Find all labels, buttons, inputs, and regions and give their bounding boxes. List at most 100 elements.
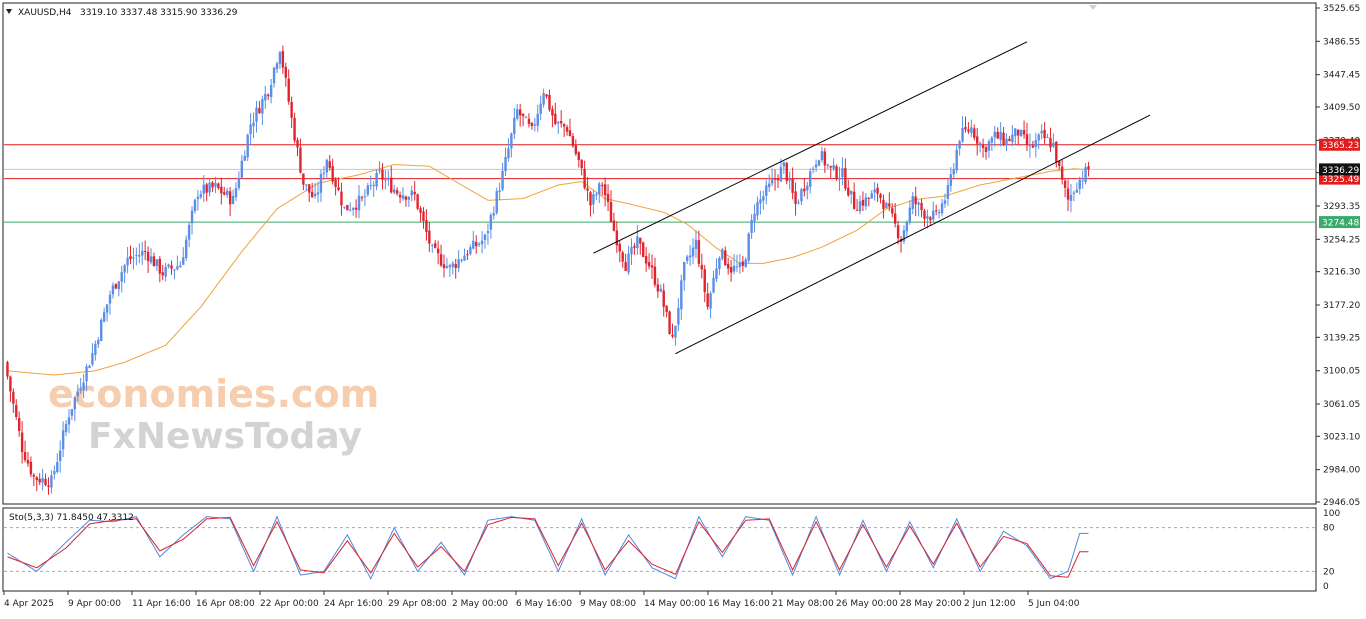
candle-body xyxy=(955,149,958,171)
candle-body xyxy=(776,178,780,181)
candle-body xyxy=(308,184,311,193)
candle-body xyxy=(864,197,868,207)
candle-body xyxy=(325,159,329,173)
price-tick-label: 3216.30 xyxy=(1323,268,1360,278)
candle-body xyxy=(220,186,223,194)
candle-body xyxy=(170,265,173,269)
candle-body xyxy=(741,261,745,266)
candle-body xyxy=(20,432,24,452)
trendline[interactable] xyxy=(675,114,1151,355)
candle-body xyxy=(85,366,88,382)
candle-body xyxy=(23,452,27,461)
stoch-signal-line xyxy=(7,516,1089,578)
candle-body xyxy=(252,122,255,127)
price-tick-label: 3409.50 xyxy=(1323,103,1360,113)
watermark-line2: FxNewsToday xyxy=(88,416,362,457)
scroll-marker-icon[interactable] xyxy=(1089,5,1097,10)
candle-body xyxy=(486,231,490,234)
candle-body xyxy=(767,183,771,188)
candle-body xyxy=(425,219,428,232)
candle-body xyxy=(685,256,689,262)
symbol-label: XAUUSD,H4 xyxy=(18,8,72,18)
candle-body xyxy=(750,220,753,233)
candle-body xyxy=(357,195,361,211)
candle-body xyxy=(94,343,97,355)
candle-body xyxy=(343,206,346,208)
candle-body xyxy=(448,265,452,268)
candle-body xyxy=(32,474,36,477)
time-tick-label: 29 Apr 08:00 xyxy=(388,599,447,609)
candle-body xyxy=(609,201,613,223)
time-tick-label: 28 May 20:00 xyxy=(900,599,962,609)
candle-body xyxy=(516,109,519,119)
candle-body xyxy=(870,193,873,199)
candle-body xyxy=(562,124,566,127)
candle-body xyxy=(603,184,607,196)
candle-body xyxy=(990,137,994,143)
candle-body xyxy=(129,256,132,260)
time-tick-label: 21 May 08:00 xyxy=(772,599,834,609)
candle-body xyxy=(756,202,759,216)
candle-body xyxy=(53,471,56,475)
candle-body xyxy=(934,210,938,212)
candle-body xyxy=(56,462,59,472)
candle-body xyxy=(231,196,235,204)
candle-body xyxy=(1058,161,1061,167)
candle-body xyxy=(891,208,894,214)
candle-body xyxy=(700,264,704,270)
candle-body xyxy=(445,266,449,268)
candle-body xyxy=(1002,132,1005,145)
candle-body xyxy=(1049,138,1052,148)
candle-body xyxy=(976,136,979,144)
candle-body xyxy=(568,130,572,137)
candle-body xyxy=(832,165,835,169)
price-tick-label: 3254.25 xyxy=(1323,235,1360,245)
candle-body xyxy=(917,202,920,205)
candle-body xyxy=(387,178,390,180)
candle-body xyxy=(697,240,701,264)
candle-body xyxy=(161,272,164,276)
candle-body xyxy=(612,220,616,231)
candle-body xyxy=(858,201,862,212)
candle-body xyxy=(302,173,305,185)
trendline[interactable] xyxy=(593,41,1028,254)
candle-body xyxy=(1046,136,1049,138)
stochastic-axis: 100 80 20 0 xyxy=(1323,509,1340,592)
candle-body xyxy=(580,159,583,169)
candle-body xyxy=(173,269,176,271)
candle-body xyxy=(759,199,762,204)
candle-body xyxy=(855,209,859,211)
price-tick-label: 3023.10 xyxy=(1323,432,1360,442)
candle-body xyxy=(182,257,185,265)
candle-body xyxy=(114,284,118,289)
candle-body xyxy=(398,194,402,198)
candle-body xyxy=(269,84,273,97)
candle-body xyxy=(838,177,841,180)
candle-body xyxy=(920,202,923,211)
time-tick-label: 26 May 00:00 xyxy=(836,599,898,609)
candle-body xyxy=(809,171,812,187)
candle-body xyxy=(852,191,856,209)
candle-body xyxy=(557,121,560,124)
price-tick-label: 3447.45 xyxy=(1323,71,1360,81)
candle-body xyxy=(337,187,340,190)
candle-body xyxy=(214,183,217,187)
candle-body xyxy=(149,256,153,263)
price-panel-frame xyxy=(2,2,1317,505)
candle-body xyxy=(442,264,446,269)
candle-body xyxy=(211,182,214,188)
price-tags: 3365.23 3325.49 3274.48 3336.29 xyxy=(1319,138,1360,229)
candle-body xyxy=(419,208,422,213)
candle-body xyxy=(533,124,537,126)
candle-body xyxy=(261,99,264,114)
candle-body xyxy=(542,93,545,105)
stoch-tick-label: 100 xyxy=(1323,509,1340,519)
candle-body xyxy=(677,307,680,325)
candle-body xyxy=(598,183,601,195)
candle-body xyxy=(1075,189,1079,193)
triangle-down-icon[interactable] xyxy=(6,9,12,14)
candle-body xyxy=(926,216,929,219)
candle-body xyxy=(141,250,144,256)
